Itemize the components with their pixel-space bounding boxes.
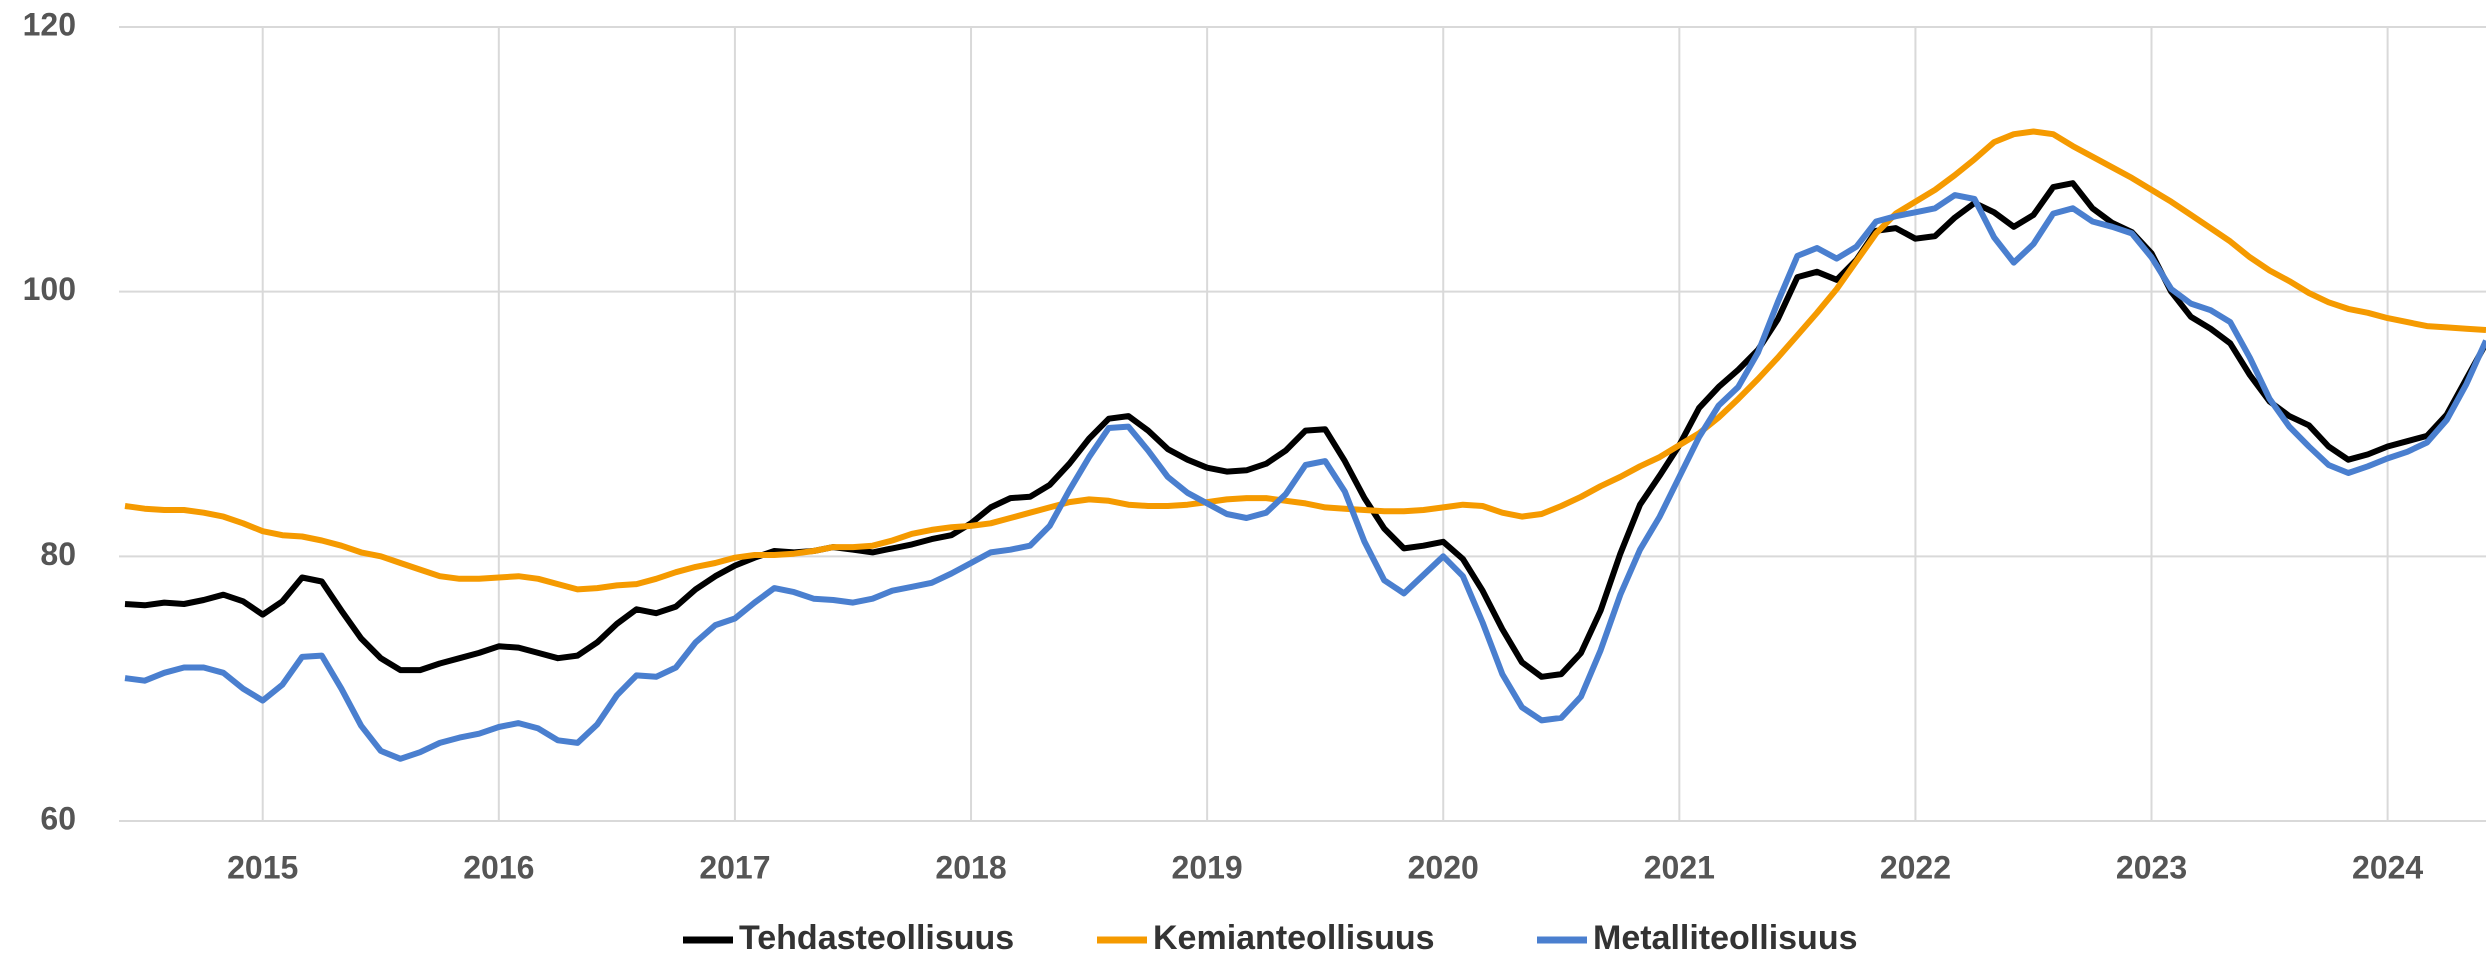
x-tick-label: 2015: [227, 849, 298, 885]
x-tick-label: 2018: [935, 849, 1006, 885]
x-tick-label: 2020: [1408, 849, 1479, 885]
x-tick-label: 2019: [1172, 849, 1243, 885]
x-tick-label: 2017: [699, 849, 770, 885]
y-tick-label: 120: [23, 6, 76, 42]
x-tick-label: 2022: [1880, 849, 1951, 885]
x-tick-label: 2021: [1644, 849, 1715, 885]
series-line: [124, 192, 2486, 762]
series-line: [124, 128, 2486, 593]
legend-label: Tehdasteollisuus: [739, 919, 1014, 957]
legend-label: Kemianteollisuus: [1153, 919, 1435, 957]
series-line: [124, 180, 2486, 680]
y-tick-label: 100: [23, 271, 76, 307]
y-tick-label: 80: [40, 536, 76, 572]
x-tick-label: 2023: [2116, 849, 2187, 885]
y-tick-label: 60: [40, 800, 76, 836]
x-tick-label: 2024: [2352, 849, 2423, 885]
legend-label: Metalliteollisuus: [1593, 919, 1858, 957]
x-tick-label: 2016: [463, 849, 534, 885]
